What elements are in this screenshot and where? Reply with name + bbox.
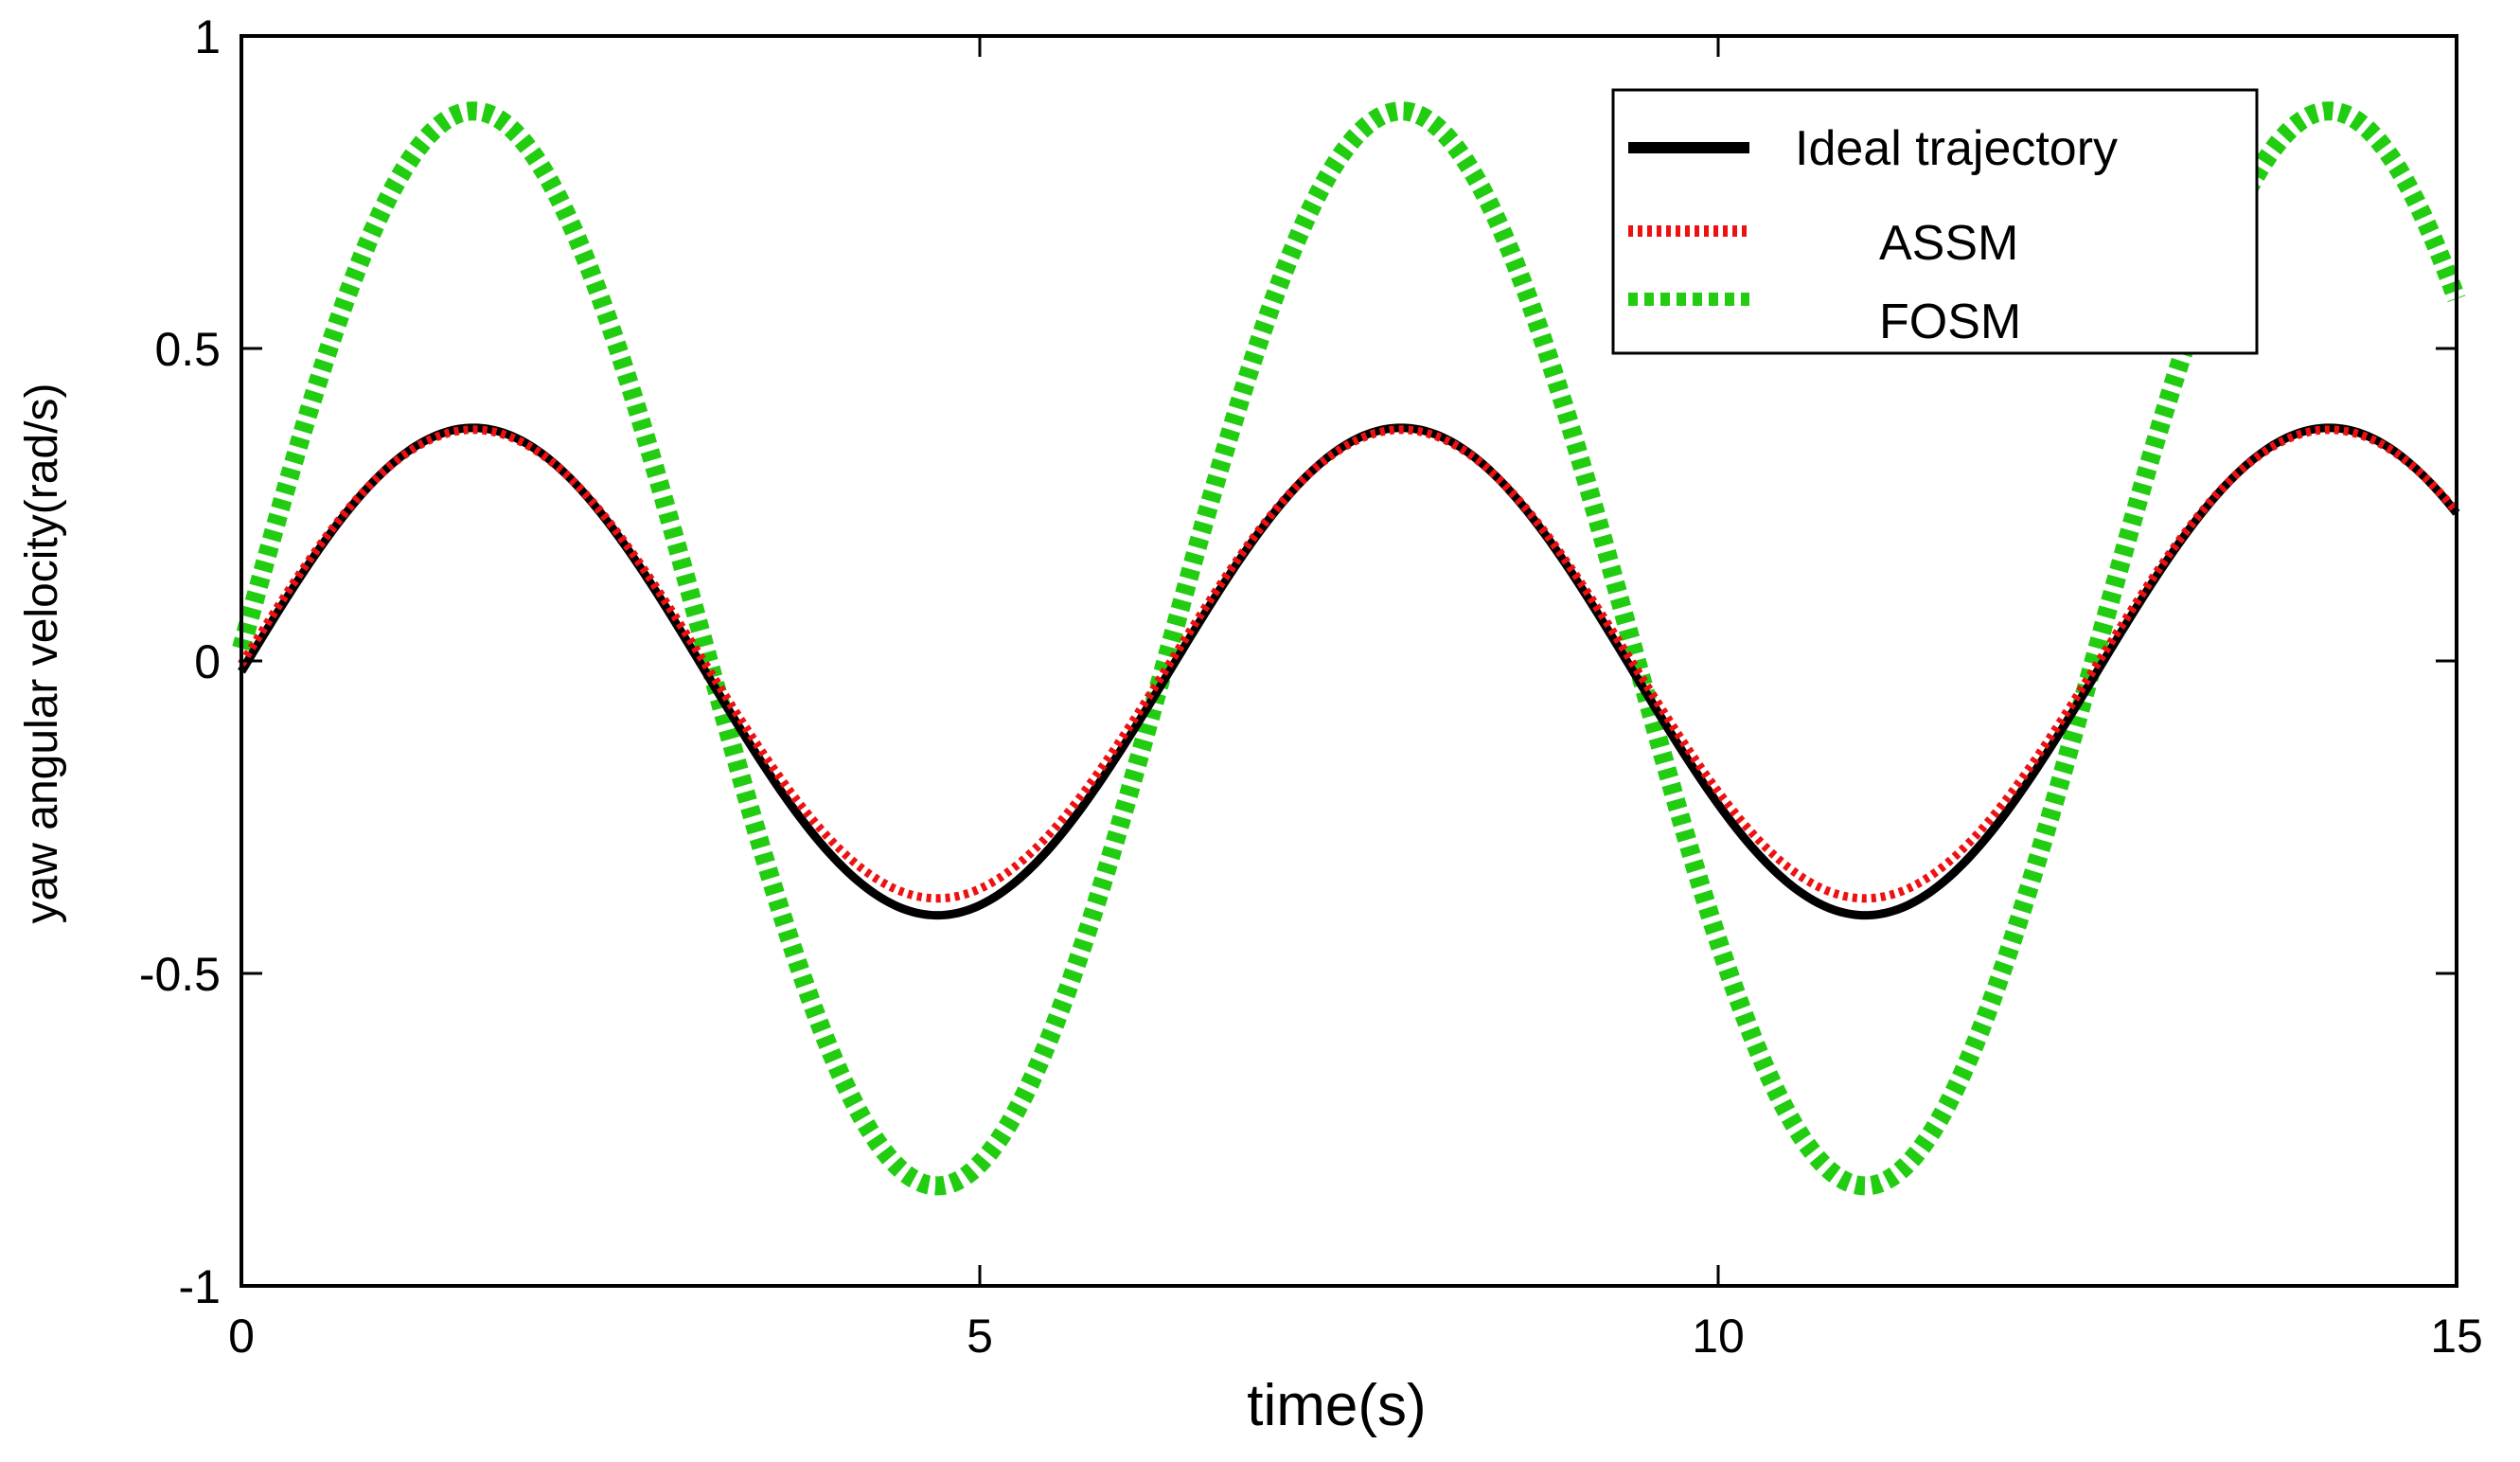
- x-tick-label: 5: [967, 1310, 993, 1363]
- y-tick-label: 1: [194, 10, 221, 63]
- x-tick-label: 0: [228, 1310, 255, 1363]
- y-tick-label: 0.5: [154, 323, 221, 376]
- legend-box: [1611, 88, 2259, 355]
- legend: Ideal trajectory ASSM FOSM: [1611, 88, 2259, 355]
- legend-label-assm: ASSM: [1879, 216, 2018, 271]
- y-axis-label: yaw angular velocity(rad/s): [17, 383, 67, 924]
- x-tick-label: 10: [1692, 1310, 1745, 1363]
- y-tick-label: -1: [179, 1260, 221, 1313]
- tick-layer: 0 5 10 15 -1 -0.5 0 0.5 1: [139, 10, 2483, 1363]
- y-tick-label: 0: [194, 635, 221, 688]
- y-tick-label: -0.5: [139, 948, 221, 1001]
- x-tick-label: 15: [2430, 1310, 2483, 1363]
- series-line-assm: [238, 425, 2460, 903]
- legend-label-ideal-trajectory: Ideal trajectory: [1795, 121, 2118, 176]
- series-layer: [232, 101, 2466, 1196]
- legend-label-fosm: FOSM: [1879, 294, 2021, 349]
- x-axis-label: time(s): [1247, 1373, 1426, 1438]
